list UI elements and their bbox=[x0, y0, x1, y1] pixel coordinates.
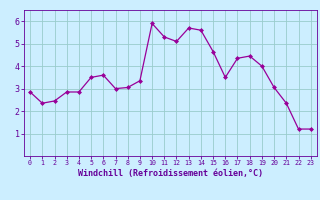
X-axis label: Windchill (Refroidissement éolien,°C): Windchill (Refroidissement éolien,°C) bbox=[78, 169, 263, 178]
